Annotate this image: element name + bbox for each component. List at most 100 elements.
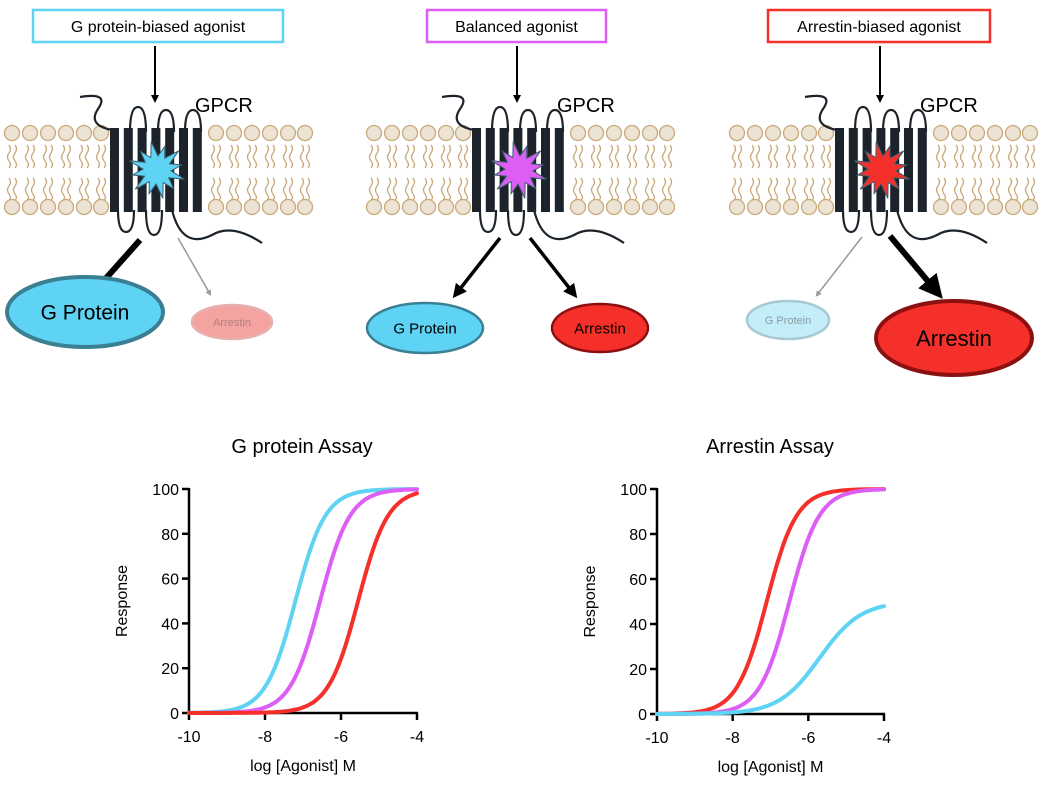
lipid-tail xyxy=(270,177,276,201)
receptor-helix xyxy=(192,128,202,212)
arrestin-ellipse xyxy=(550,302,650,354)
y-tick-label: 40 xyxy=(629,617,647,634)
lipid-tail xyxy=(809,144,815,169)
x-tick-label: -10 xyxy=(177,729,200,746)
receptor-helix xyxy=(554,128,564,212)
lipid-tail xyxy=(971,144,977,169)
lipid-tail xyxy=(6,144,12,169)
lipid-tail xyxy=(632,144,638,169)
lipid-head xyxy=(261,198,279,216)
lipid-tail xyxy=(737,144,743,169)
lipid-tail xyxy=(305,177,311,201)
lipid-head xyxy=(365,198,383,216)
lipid-tail xyxy=(578,177,584,201)
lipid-tail xyxy=(977,177,983,201)
lipid-tail xyxy=(374,177,380,201)
lipid-tail xyxy=(959,177,965,201)
lipid-head xyxy=(817,198,835,216)
lipid-tail xyxy=(101,144,107,169)
lipid-head xyxy=(3,198,21,216)
receptor-label: GPCR xyxy=(920,95,978,117)
lipid-tail xyxy=(422,177,428,201)
lipid-tail xyxy=(282,177,288,201)
lipid-head xyxy=(986,198,1004,216)
signaling-arrow xyxy=(887,234,943,299)
lipid-tail xyxy=(959,144,965,169)
receptor-label: GPCR xyxy=(195,95,253,117)
lipid-tail xyxy=(650,177,656,201)
lipid-head xyxy=(419,198,437,216)
lipid-tail xyxy=(457,144,463,169)
lipid-head xyxy=(454,198,472,216)
receptor-helix xyxy=(472,128,481,212)
lipid-head xyxy=(57,198,75,216)
receptor-loop xyxy=(895,209,988,244)
receptor-loop xyxy=(144,209,164,237)
x-tick-label: -10 xyxy=(645,730,668,747)
lipid-tail xyxy=(216,177,222,201)
lipid-tail xyxy=(404,144,410,169)
dose-response-chart: G protein Assay 0 20 40 60 80 100 -10 -8 -6 -4 log … xyxy=(114,436,424,775)
lipid-head xyxy=(225,198,243,216)
receptor-loop xyxy=(441,94,481,133)
arrestin-label: Arrestin xyxy=(213,317,251,329)
lipid-head xyxy=(437,124,455,142)
lipid-tail xyxy=(1007,177,1013,201)
lipid-tail xyxy=(953,177,959,201)
x-tick-label: -6 xyxy=(334,729,348,746)
lipid-tail xyxy=(644,144,650,169)
arrestin-ellipse xyxy=(874,299,1034,377)
receptor-helix xyxy=(541,128,550,212)
lipid-tail xyxy=(410,177,416,201)
lipid-tail xyxy=(368,177,374,201)
lipid-tail xyxy=(410,144,416,169)
lipid-tail xyxy=(977,144,983,169)
lipid-head xyxy=(401,124,419,142)
lipid-tail xyxy=(667,177,673,201)
lipid-tail xyxy=(749,144,755,169)
lipid-tail xyxy=(737,177,743,201)
lipid-head xyxy=(383,198,401,216)
lipid-tail xyxy=(755,177,761,201)
lipid-tail xyxy=(989,177,995,201)
lipid-tail xyxy=(803,144,809,169)
lipid-tail xyxy=(1013,177,1019,201)
lipid-tail xyxy=(66,177,72,201)
lipid-tail xyxy=(95,144,101,169)
x-tick-label: -8 xyxy=(258,729,272,746)
lipid-tail xyxy=(590,144,596,169)
lipid-tail xyxy=(572,144,578,169)
lipid-tail xyxy=(66,144,72,169)
lipid-tail xyxy=(60,144,66,169)
receptor-label: GPCR xyxy=(557,95,615,117)
agonist-panel: Arrestin-biased agonist GPCR G Protein Arre… xyxy=(728,8,1039,377)
lipid-head xyxy=(641,198,659,216)
x-axis-label: log [Agonist] M xyxy=(718,759,824,776)
lipid-head xyxy=(605,198,623,216)
receptor-helix xyxy=(123,128,133,212)
lipid-tail xyxy=(264,177,270,201)
lipid-tail xyxy=(941,144,947,169)
lipid-head xyxy=(57,124,75,142)
y-tick-label: 80 xyxy=(629,527,647,544)
agonist-ligand-icon xyxy=(854,141,910,199)
lipid-tail xyxy=(809,177,815,201)
receptor-loop xyxy=(869,209,889,237)
lipid-head xyxy=(1004,198,1022,216)
agonist-label-box xyxy=(425,8,608,44)
lipid-tail xyxy=(12,144,18,169)
lipid-head xyxy=(296,124,314,142)
lipid-head xyxy=(623,198,641,216)
lipid-tail xyxy=(216,144,222,169)
lipid-tail xyxy=(941,177,947,201)
lipid-tail xyxy=(252,177,258,201)
lipid-tail xyxy=(596,177,602,201)
lipid-tail xyxy=(299,177,305,201)
lipid-tail xyxy=(773,144,779,169)
receptor-helix xyxy=(179,128,188,212)
lipid-tail xyxy=(572,177,578,201)
y-tick-label: 40 xyxy=(161,616,179,633)
lipid-tail xyxy=(440,144,446,169)
lipid-tail xyxy=(971,177,977,201)
